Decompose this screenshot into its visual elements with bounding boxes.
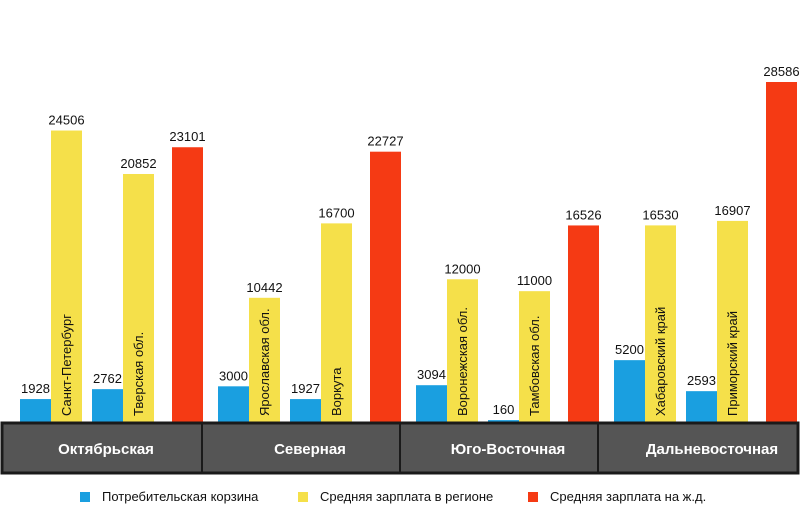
bar-label: Хабаровский край [653,307,668,416]
legend: Потребительская корзина Средняя зарплата … [80,489,706,504]
bar-regional [717,220,748,422]
value-label: 11000 [517,273,552,288]
bar-basket [488,420,519,422]
region-label: Октябрьская [58,441,154,458]
value-label: 1928 [21,381,50,396]
value-label: 16530 [642,207,678,222]
value-label: 3094 [417,367,446,382]
bar-basket [686,391,717,422]
bar-regional [645,225,676,422]
legend-label: Средняя зарплата на ж.д. [550,489,706,504]
value-label: 3000 [219,368,248,383]
legend-item: Средняя зарплата на ж.д. [528,489,706,504]
value-label: 20852 [120,156,156,171]
value-label: 28586 [763,64,799,79]
bar-basket [92,389,123,422]
bar-label: Ярославская обл. [257,308,272,416]
bar-group: 3094 12000 Воронежская обл. 160 11000 Тамбовс… [416,207,602,422]
value-label: 1927 [291,381,320,396]
legend-item: Средняя зарплата в регионе [298,489,493,504]
bar-group: 5200 16530 Хабаровский край 2593 16907 Примор… [614,64,800,422]
bar-regional [249,297,280,422]
legend-swatch [80,492,90,502]
bars-layer: 1928 24506 Санкт-Петербург 2762 20852 Тверска… [20,64,800,423]
bar-basket [416,385,447,422]
bar-label: Санкт-Петербург [59,314,74,416]
bar-regional [447,279,478,422]
value-label: 16907 [714,203,750,218]
bar-basket [20,399,51,422]
bar-basket [218,386,249,422]
value-label: 160 [493,402,515,417]
value-label: 2593 [687,373,716,388]
bar-label: Приморский край [725,311,740,416]
region-label: Северная [274,441,346,458]
bar-label: Воронежская обл. [455,307,470,416]
bar-regional [321,223,352,422]
bar-regional [51,130,82,422]
legend-item: Потребительская корзина [80,489,259,504]
legend-label: Потребительская корзина [102,489,259,504]
bar-railway [766,82,797,422]
bar-railway [370,151,401,422]
bar-railway [172,147,203,423]
region-label: Дальневосточная [646,441,778,458]
region-band: Октябрьская Северная Юго-Восточная Дальнево… [0,421,800,475]
value-label: 22727 [367,134,403,149]
value-label: 12000 [444,261,480,276]
bar-regional [519,291,550,422]
value-label: 16700 [318,205,354,220]
legend-swatch [298,492,308,502]
value-label: 2762 [93,371,122,386]
bar-basket [614,360,645,422]
value-label: 10442 [246,280,282,295]
bar-regional [123,173,154,422]
bar-label: Тамбовская обл. [527,316,542,416]
region-label: Юго-Восточная [451,441,566,458]
value-label: 24506 [48,113,84,128]
bar-group: 3000 10442 Ярославская обл. 1927 16700 Воркут… [218,134,404,422]
bar-label: Воркута [329,367,344,416]
bar-group: 1928 24506 Санкт-Петербург 2762 20852 Тверска… [20,113,206,423]
legend-label: Средняя зарплата в регионе [320,489,493,504]
value-label: 16526 [565,207,601,222]
bar-railway [568,225,599,422]
bar-label: Тверская обл. [131,332,146,416]
value-label: 5200 [615,342,644,357]
bar-basket [290,399,321,422]
value-label: 23101 [169,129,205,144]
legend-swatch [528,492,538,502]
